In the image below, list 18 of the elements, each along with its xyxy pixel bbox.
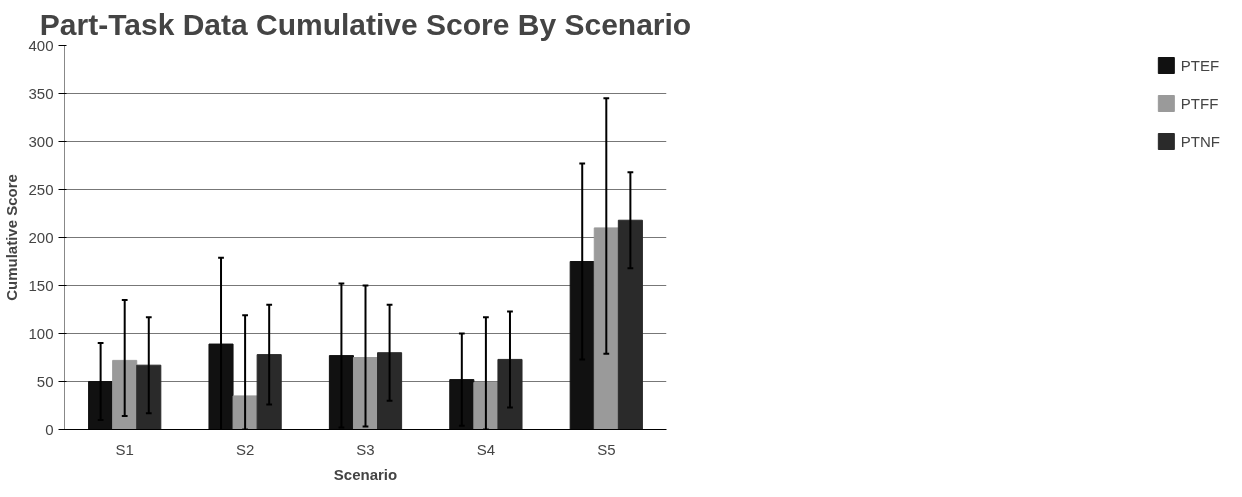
y-tick-label: 200 [28, 228, 54, 246]
x-tick-label: S3 [356, 440, 375, 458]
x-tick-label: S1 [115, 440, 134, 458]
x-tick-label: S2 [235, 440, 255, 458]
legend-label: PTEF [1180, 56, 1220, 74]
y-tick-label: 50 [36, 372, 54, 390]
y-tick-label: 350 [28, 84, 54, 102]
y-axis-title: Cumulative Score [3, 174, 21, 301]
legend-label: PTFF [1180, 94, 1219, 112]
y-tick-label: 250 [28, 180, 54, 198]
x-tick-label: S5 [597, 440, 616, 458]
x-tick-label: S4 [476, 440, 496, 458]
y-tick-label: 0 [45, 420, 54, 438]
y-tick-label: 100 [28, 324, 54, 342]
x-axis-title: Scenario [333, 465, 398, 483]
legend-label: PTNF [1180, 132, 1220, 150]
y-tick-label: 150 [28, 276, 54, 294]
y-tick-label: 300 [28, 132, 54, 150]
